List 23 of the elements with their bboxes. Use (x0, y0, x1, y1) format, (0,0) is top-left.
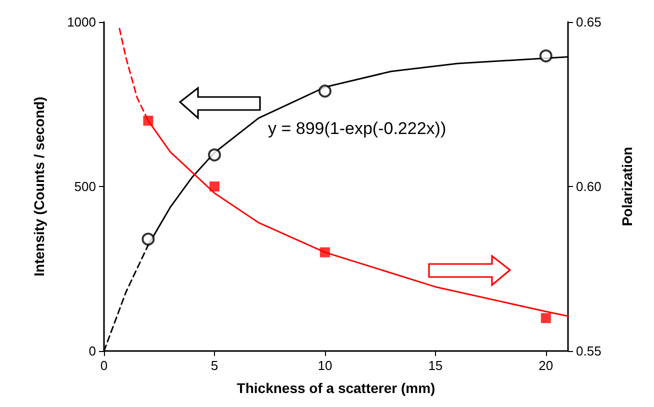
y-tick-label: 1000 (67, 14, 96, 30)
x-tick-label: 10 (318, 358, 332, 373)
point (143, 116, 154, 126)
point (540, 313, 551, 324)
x-tick-label: 15 (428, 358, 443, 373)
y2-tick-label: 0.55 (576, 344, 602, 358)
y-tick-label: 500 (74, 179, 96, 194)
y2-axis-title: Polarization (619, 146, 635, 226)
y-tick-label: 0 (88, 344, 96, 358)
x-tick-label: 5 (210, 358, 218, 373)
point (318, 84, 332, 98)
y2-tick-label: 0.60 (576, 179, 602, 194)
point (209, 182, 220, 192)
point (208, 148, 221, 162)
point (142, 232, 155, 246)
annotation: y = 899(1-exp(-0.222x)) (268, 119, 446, 138)
x-tick-label: 20 (538, 358, 554, 373)
x-axis-title: Thickness of a scatterer (mm) (236, 380, 436, 396)
x-tick-label: 0 (100, 358, 108, 373)
y-axis-title: Intensity (Counts / second) (31, 96, 47, 276)
point (539, 49, 552, 62)
y2-tick-label: 0.65 (576, 14, 602, 30)
point (320, 247, 330, 258)
